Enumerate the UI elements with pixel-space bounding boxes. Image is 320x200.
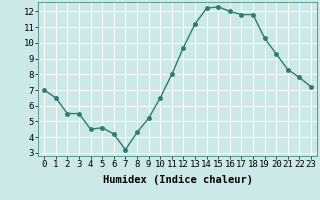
X-axis label: Humidex (Indice chaleur): Humidex (Indice chaleur): [103, 175, 252, 185]
